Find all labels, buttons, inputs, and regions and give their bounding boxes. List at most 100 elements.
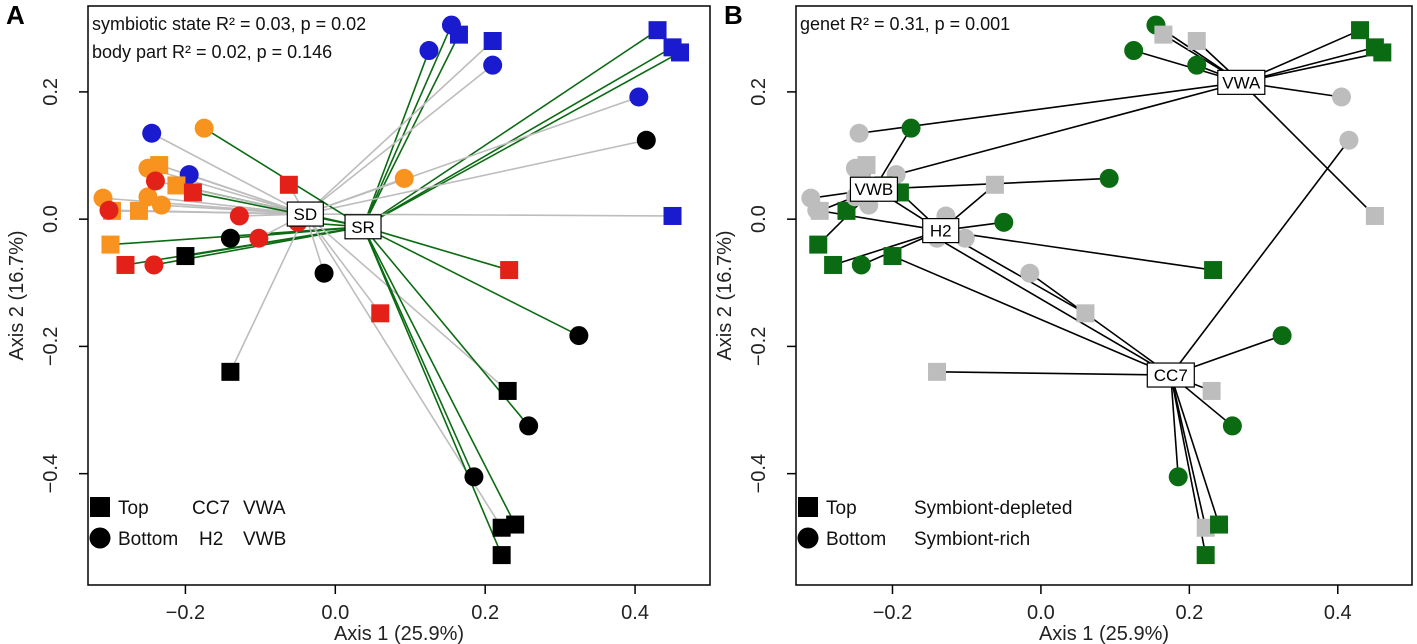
data-point-square xyxy=(663,206,682,225)
legend-genet-label: H2 xyxy=(199,529,223,550)
data-point-circle xyxy=(99,200,119,220)
data-point-circle xyxy=(636,130,656,150)
spider-line xyxy=(362,226,503,556)
spider-line xyxy=(1170,374,1207,528)
spider-line xyxy=(362,226,510,271)
spider-line xyxy=(892,255,1172,376)
legend-bottom-label: Bottom xyxy=(118,529,178,550)
x-tick-label: 0.2 xyxy=(471,602,499,624)
legend-top-label: Top xyxy=(118,498,149,519)
data-point-circle xyxy=(1272,326,1292,346)
data-point-circle xyxy=(1020,263,1040,283)
data-point-circle xyxy=(314,263,334,283)
data-point-square xyxy=(1187,31,1206,50)
x-tick-label: 0.2 xyxy=(1175,602,1203,624)
spider-line xyxy=(362,50,430,228)
data-point-square xyxy=(500,261,519,280)
data-point-circle xyxy=(151,195,171,215)
y-tick-label: −0.2 xyxy=(748,327,770,366)
data-point-circle xyxy=(394,168,414,188)
spider-line xyxy=(1240,81,1376,217)
spider-line xyxy=(895,81,1242,176)
x-tick-label: 0.4 xyxy=(1324,602,1352,624)
spider-line xyxy=(1170,139,1350,376)
spider-lines xyxy=(102,24,681,556)
data-point-circle xyxy=(144,255,164,275)
data-point-circle xyxy=(220,228,240,248)
data-point-square xyxy=(985,175,1004,194)
y-tick-label: 0.0 xyxy=(40,205,62,233)
spider-line xyxy=(816,209,941,232)
data-point-circle xyxy=(629,87,649,107)
centroid-label: VWA xyxy=(1222,73,1261,92)
legend-top-label: Top xyxy=(826,498,857,519)
data-point-circle xyxy=(569,326,589,346)
data-point-square xyxy=(671,43,690,62)
data-point-square xyxy=(183,183,202,202)
legend: Top Bottom Symbiont-depleted Symbiont-rich xyxy=(797,497,1072,550)
centroid-label: VWB xyxy=(855,180,894,199)
data-point-circle xyxy=(1331,87,1351,107)
data-point-square xyxy=(492,546,511,565)
spider-line xyxy=(229,213,307,373)
data-point-circle xyxy=(464,467,484,487)
data-point-circle xyxy=(229,206,249,226)
data-point-square xyxy=(857,156,876,175)
centroid-box xyxy=(286,201,324,227)
data-point-circle xyxy=(1187,55,1207,75)
spider-line xyxy=(305,139,647,215)
data-point-square xyxy=(809,235,828,254)
y-tick-label: 0.0 xyxy=(748,205,770,233)
data-point-square xyxy=(498,381,517,400)
y-tick-label: −0.4 xyxy=(40,454,62,493)
y-axis-title: Axis 2 (16.7%) xyxy=(6,230,28,360)
spider-line xyxy=(1170,374,1220,525)
data-point-circle xyxy=(901,118,921,138)
x-tick-label: 0.0 xyxy=(321,602,349,624)
data-point-square xyxy=(1154,25,1173,44)
x-tick-label: −0.2 xyxy=(166,602,205,624)
x-axis-title: Axis 1 (25.9%) xyxy=(334,623,464,644)
data-point-square xyxy=(483,31,502,50)
spider-line xyxy=(147,167,306,215)
centroid-box xyxy=(922,218,960,244)
spider-line xyxy=(936,237,1172,376)
data-point-square xyxy=(928,362,947,381)
data-point-circle xyxy=(249,228,269,248)
x-tick-label: 0.0 xyxy=(1027,602,1055,624)
spider-line xyxy=(362,29,658,228)
data-point-square xyxy=(1210,515,1229,534)
y-tick-label: −0.2 xyxy=(40,327,62,366)
data-point-square xyxy=(883,247,902,266)
legend-bottom-symbol xyxy=(797,527,819,549)
legend-genet-label: VWA xyxy=(243,498,286,519)
spider-line xyxy=(362,46,673,228)
data-point-circle xyxy=(145,171,165,191)
panel-a: A −0.2 0.0 0.2 0.4 −0.4 −0.2 0.0 0.2 Axis 1 (25.… xyxy=(6,0,711,644)
data-point-circle xyxy=(519,416,539,436)
stats-text: symbiotic state R² = 0.03, p = 0.02 xyxy=(92,14,366,34)
legend-state-label: Symbiont-rich xyxy=(914,529,1030,550)
data-point-square xyxy=(1351,21,1370,40)
data-point-square xyxy=(1196,546,1215,565)
spider-line xyxy=(937,371,1171,376)
plot-frame xyxy=(87,5,711,586)
data-point-circle xyxy=(1099,168,1119,188)
plot-frame xyxy=(795,5,1413,586)
centroid-label: SD xyxy=(294,205,318,224)
centroid-box xyxy=(1146,362,1195,388)
data-point-square xyxy=(1202,381,1221,400)
spider-line xyxy=(304,213,509,392)
legend-bottom-symbol xyxy=(89,527,111,549)
x-tick-label: 0.4 xyxy=(621,602,649,624)
data-point-square xyxy=(648,21,667,40)
y-tick-label: 0.2 xyxy=(748,78,770,106)
data-point-circle xyxy=(955,228,975,248)
data-point-square xyxy=(449,25,468,44)
data-point-circle xyxy=(419,41,439,61)
spider-line xyxy=(940,229,1214,271)
data-point-square xyxy=(837,201,856,220)
x-axis-title: Axis 1 (25.9%) xyxy=(1039,623,1169,644)
spider-line xyxy=(1169,374,1180,477)
